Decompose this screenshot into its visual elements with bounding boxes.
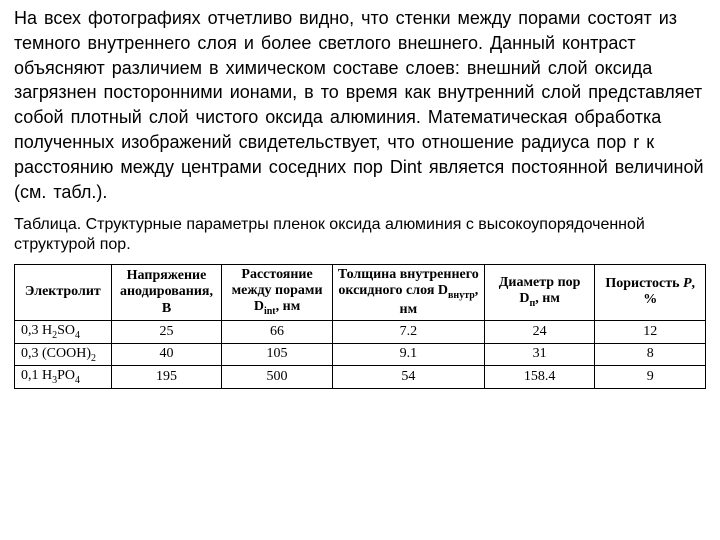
cell-dint: 105	[222, 343, 333, 366]
cell-dinner: 54	[332, 366, 484, 389]
col-voltage: Напряжение анодирования, В	[111, 265, 222, 320]
cell-dp: 24	[484, 320, 595, 343]
cell-porosity: 8	[595, 343, 706, 366]
cell-voltage: 195	[111, 366, 222, 389]
cell-dinner: 7.2	[332, 320, 484, 343]
col-dinner: Толщина внутреннего оксидного слоя Dвнут…	[332, 265, 484, 320]
cell-dint: 66	[222, 320, 333, 343]
table-row: 0,1 H3PO4 195 500 54 158.4 9	[15, 366, 706, 389]
cell-porosity: 9	[595, 366, 706, 389]
col-dp: Диаметр пор Dп, нм	[484, 265, 595, 320]
col-porosity: Пористость P, %	[595, 265, 706, 320]
parameters-table: Электролит Напряжение анодирования, В Ра…	[14, 264, 706, 389]
table-header-row: Электролит Напряжение анодирования, В Ра…	[15, 265, 706, 320]
cell-porosity: 12	[595, 320, 706, 343]
table-caption: Таблица. Структурные параметры пленок ок…	[14, 215, 706, 257]
cell-voltage: 25	[111, 320, 222, 343]
cell-electrolyte: 0,1 H3PO4	[15, 366, 112, 389]
col-electrolyte: Электролит	[15, 265, 112, 320]
cell-dp: 31	[484, 343, 595, 366]
cell-dinner: 9.1	[332, 343, 484, 366]
cell-voltage: 40	[111, 343, 222, 366]
table-row: 0,3 (COOH)2 40 105 9.1 31 8	[15, 343, 706, 366]
table-row: 0,3 H2SO4 25 66 7.2 24 12	[15, 320, 706, 343]
cell-electrolyte: 0,3 H2SO4	[15, 320, 112, 343]
col-dint: Расстояние между порами Dint, нм	[222, 265, 333, 320]
cell-electrolyte: 0,3 (COOH)2	[15, 343, 112, 366]
cell-dp: 158.4	[484, 366, 595, 389]
cell-dint: 500	[222, 366, 333, 389]
body-paragraph: На всех фотографиях отчетливо видно, что…	[14, 6, 706, 205]
